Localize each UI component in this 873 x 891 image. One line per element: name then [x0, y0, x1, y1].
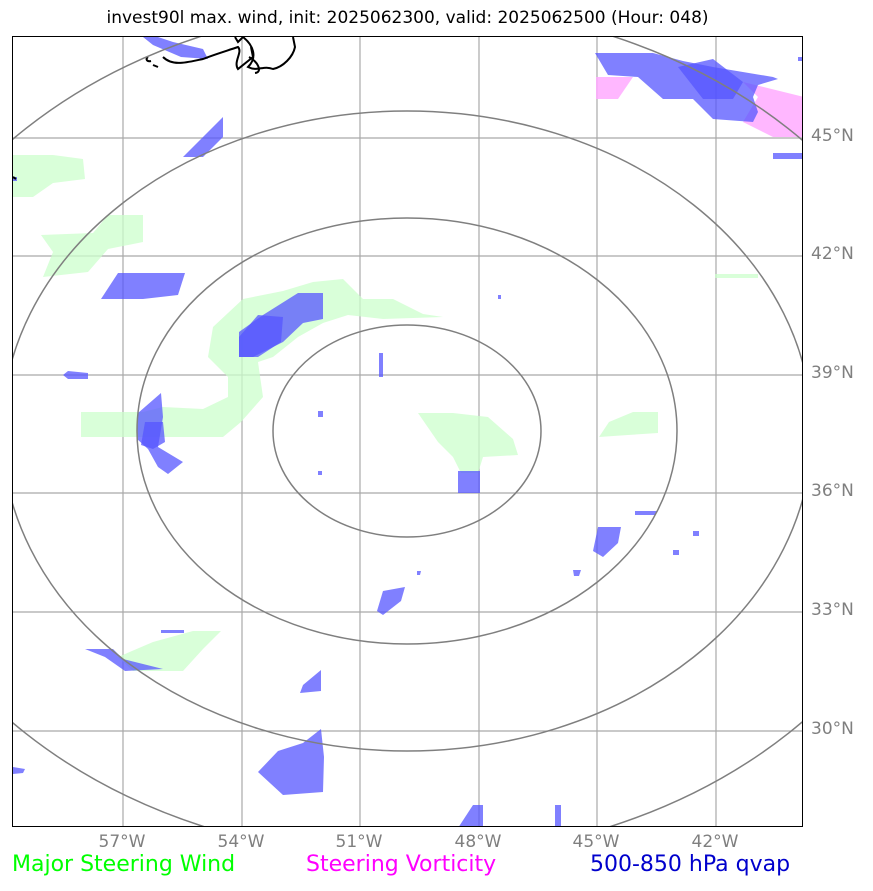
- lat-label-33n: 33°N: [811, 600, 854, 620]
- qvap-area: [498, 295, 501, 299]
- qvap-area: [573, 570, 581, 576]
- lat-label-42n: 42°N: [811, 244, 854, 264]
- map-title: invest90l max. wind, init: 2025062300, v…: [106, 8, 709, 28]
- qvap-area: [101, 273, 185, 299]
- wind-area: [599, 412, 658, 437]
- qvap-area: [161, 630, 184, 633]
- qvap-area: [318, 411, 323, 417]
- wind-area: [81, 279, 443, 437]
- lon-label-54w: 54°W: [217, 832, 265, 852]
- legend-qvap: 500-850 hPa qvap: [590, 852, 791, 877]
- qvap-area: [300, 670, 321, 693]
- coastline: [13, 37, 297, 180]
- gridlines: [13, 37, 802, 826]
- qvap-area: [798, 57, 802, 61]
- lat-label-39n: 39°N: [811, 363, 854, 383]
- qvap-area: [13, 767, 25, 774]
- vorticity-area: [596, 77, 633, 99]
- qvap-area: [458, 471, 480, 493]
- lon-label-42w: 42°W: [691, 832, 739, 852]
- qvap-area: [183, 117, 223, 157]
- legend-steering-vorticity: Steering Vorticity: [306, 852, 497, 877]
- range-ring-2: [136, 217, 678, 645]
- lat-label-45n: 45°N: [811, 126, 854, 146]
- map-canvas: [13, 37, 802, 826]
- qvap-area: [63, 371, 88, 379]
- range-ring-3: [13, 110, 802, 752]
- coastline-path: [162, 37, 255, 71]
- qvap-area: [417, 571, 421, 575]
- qvap-areas: [13, 37, 802, 826]
- lon-label-48w: 48°W: [454, 832, 502, 852]
- lat-label-36n: 36°N: [811, 481, 854, 501]
- qvap-area: [239, 315, 283, 357]
- wind-area: [118, 631, 221, 671]
- coastline-path: [145, 56, 159, 68]
- major-steering-wind-areas: [13, 155, 758, 671]
- range-ring-1: [272, 324, 542, 538]
- qvap-area: [379, 353, 383, 377]
- wind-area: [41, 215, 143, 277]
- qvap-area: [635, 511, 658, 515]
- legend-major-steering-wind: Major Steering Wind: [12, 852, 236, 877]
- wind-area: [13, 155, 85, 197]
- coastline-path: [242, 37, 297, 71]
- qvap-area: [459, 805, 483, 826]
- lon-label-51w: 51°W: [335, 832, 383, 852]
- qvap-area: [673, 550, 679, 555]
- qvap-area: [141, 422, 165, 449]
- qvap-area: [693, 531, 699, 536]
- vorticity-area: [743, 82, 802, 137]
- qvap-area: [593, 527, 621, 557]
- qvap-area: [377, 587, 405, 615]
- wind-area: [418, 413, 518, 473]
- map-panel: [12, 36, 803, 827]
- qvap-area: [555, 805, 561, 826]
- range-rings: [13, 37, 802, 826]
- wind-area: [715, 274, 758, 278]
- lat-label-30n: 30°N: [811, 719, 854, 739]
- qvap-area: [318, 471, 322, 475]
- qvap-area: [258, 729, 324, 795]
- steering-vorticity-areas: [596, 77, 802, 137]
- lon-label-57w: 57°W: [98, 832, 146, 852]
- coastline-path: [248, 56, 260, 74]
- qvap-area: [143, 37, 208, 59]
- lon-label-45w: 45°W: [572, 832, 620, 852]
- coastline-path: [13, 176, 17, 180]
- qvap-area: [773, 153, 802, 159]
- qvap-area: [595, 53, 778, 122]
